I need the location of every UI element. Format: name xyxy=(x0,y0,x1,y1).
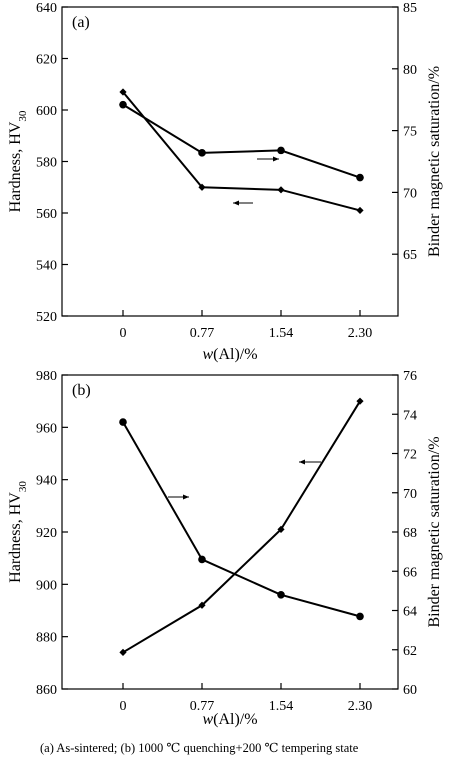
y-tick-label: 940 xyxy=(36,474,57,489)
y-tick-label: 540 xyxy=(36,259,57,274)
data-point-hardness xyxy=(356,397,364,405)
data-point-hardness xyxy=(119,88,127,96)
y-axis-title: Hardness, HV30 xyxy=(7,110,29,212)
data-point-hardness xyxy=(198,183,206,191)
data-point-magnetic-saturation xyxy=(119,100,127,109)
x-axis-title: w(Al)/% xyxy=(202,711,257,728)
y2-tick-label: 68 xyxy=(403,526,417,541)
y2-tick-label: 85 xyxy=(403,1,417,16)
data-point-magnetic-saturation xyxy=(277,146,285,155)
x-tick-label: 0 xyxy=(120,326,127,341)
y2-tick-label: 65 xyxy=(403,248,417,263)
y-tick-label: 640 xyxy=(36,1,57,16)
y-tick-label: 520 xyxy=(36,310,57,325)
y-tick-label: 580 xyxy=(36,156,57,171)
data-point-magnetic-saturation xyxy=(198,555,206,564)
arrow-head xyxy=(183,494,189,500)
y2-tick-label: 75 xyxy=(403,125,417,140)
y-axis-title: Hardness, HV30 xyxy=(7,481,29,583)
data-point-magnetic-saturation xyxy=(198,149,206,157)
y-tick-label: 620 xyxy=(36,53,57,68)
data-point-magnetic-saturation xyxy=(356,173,364,182)
right-axis-indicator-arrow xyxy=(168,494,189,500)
y-tick-label: 880 xyxy=(36,631,57,646)
arrow-head xyxy=(233,200,239,206)
x-tick-label: 1.54 xyxy=(269,699,294,714)
x-tick-label: 0.77 xyxy=(190,699,215,714)
y2-tick-label: 70 xyxy=(403,186,417,201)
y-axis-title-subscript: 30 xyxy=(17,481,29,493)
y2-tick-label: 70 xyxy=(403,487,417,502)
y-axis-title-subscript: 30 xyxy=(17,110,29,122)
panel-label: (a) xyxy=(72,14,90,31)
series-line-hardness xyxy=(122,400,361,654)
data-point-magnetic-saturation xyxy=(119,418,127,426)
panel-label: (b) xyxy=(72,382,91,399)
y-tick-label: 900 xyxy=(36,578,57,593)
x-tick-label: 1.54 xyxy=(269,326,294,341)
y-tick-label: 560 xyxy=(36,207,57,222)
y2-axis-title: Binder magnetic saturation/% xyxy=(426,66,443,257)
x-tick-label: 2.30 xyxy=(348,326,373,341)
y2-axis-title: Binder magnetic saturation/% xyxy=(426,436,443,627)
y2-tick-label: 72 xyxy=(403,448,417,463)
y-tick-label: 920 xyxy=(36,526,57,541)
x-tick-label: 0 xyxy=(120,699,127,714)
arrow-head xyxy=(299,459,305,465)
x-axis-title-rest: (Al)/% xyxy=(213,711,257,728)
plot-frame xyxy=(61,6,399,317)
left-axis-indicator-arrow xyxy=(299,459,321,465)
x-axis-title: w(Al)/% xyxy=(202,346,257,363)
y2-tick-label: 74 xyxy=(403,408,417,423)
chart-panel-b: 860 880 900 920 940 960 980 60 62 64 66 68 70 72 74 76 0… xyxy=(7,369,443,728)
data-point-hardness xyxy=(356,206,364,215)
y2-tick-label: 60 xyxy=(403,683,417,698)
right-axis-indicator-arrow xyxy=(257,156,279,162)
left-axis-indicator-arrow xyxy=(233,200,253,206)
data-point-hardness xyxy=(198,601,206,609)
data-point-hardness xyxy=(277,525,285,533)
y2-tick-label: 62 xyxy=(403,644,417,659)
y-tick-label: 600 xyxy=(36,104,57,119)
data-point-hardness xyxy=(277,186,285,194)
series-line-magnetic-saturation xyxy=(122,103,361,179)
x-axis-title-rest: (Al)/% xyxy=(213,346,257,363)
x-tick-label: 2.30 xyxy=(348,699,373,714)
x-axis-title-italic: w xyxy=(202,711,213,728)
y-tick-label: 960 xyxy=(36,421,57,436)
y2-tick-label: 66 xyxy=(403,565,417,580)
y-axis-title-main: Hardness, HV xyxy=(7,121,24,212)
data-point-magnetic-saturation xyxy=(277,591,285,599)
y-axis-title-main: Hardness, HV xyxy=(7,492,24,583)
y2-tick-label: 80 xyxy=(403,63,417,78)
y2-tick-label: 76 xyxy=(403,369,417,384)
figure-caption: (a) As-sintered; (b) 1000 ℃ quenching+20… xyxy=(40,741,359,755)
series-line-hardness xyxy=(122,91,361,212)
y-tick-label: 980 xyxy=(36,369,57,384)
chart-panel-a: 520 540 560 580 600 620 640 65 70 75 80 85 0 0.77 1.54… xyxy=(7,1,443,363)
data-point-hardness xyxy=(119,648,127,656)
x-axis-title-italic: w xyxy=(202,346,213,363)
series-line-magnetic-saturation xyxy=(122,421,361,618)
data-point-magnetic-saturation xyxy=(356,612,364,621)
y-tick-label: 860 xyxy=(36,683,57,698)
x-tick-label: 0.77 xyxy=(190,326,215,341)
arrow-head xyxy=(273,156,279,162)
y2-tick-label: 64 xyxy=(403,605,417,620)
